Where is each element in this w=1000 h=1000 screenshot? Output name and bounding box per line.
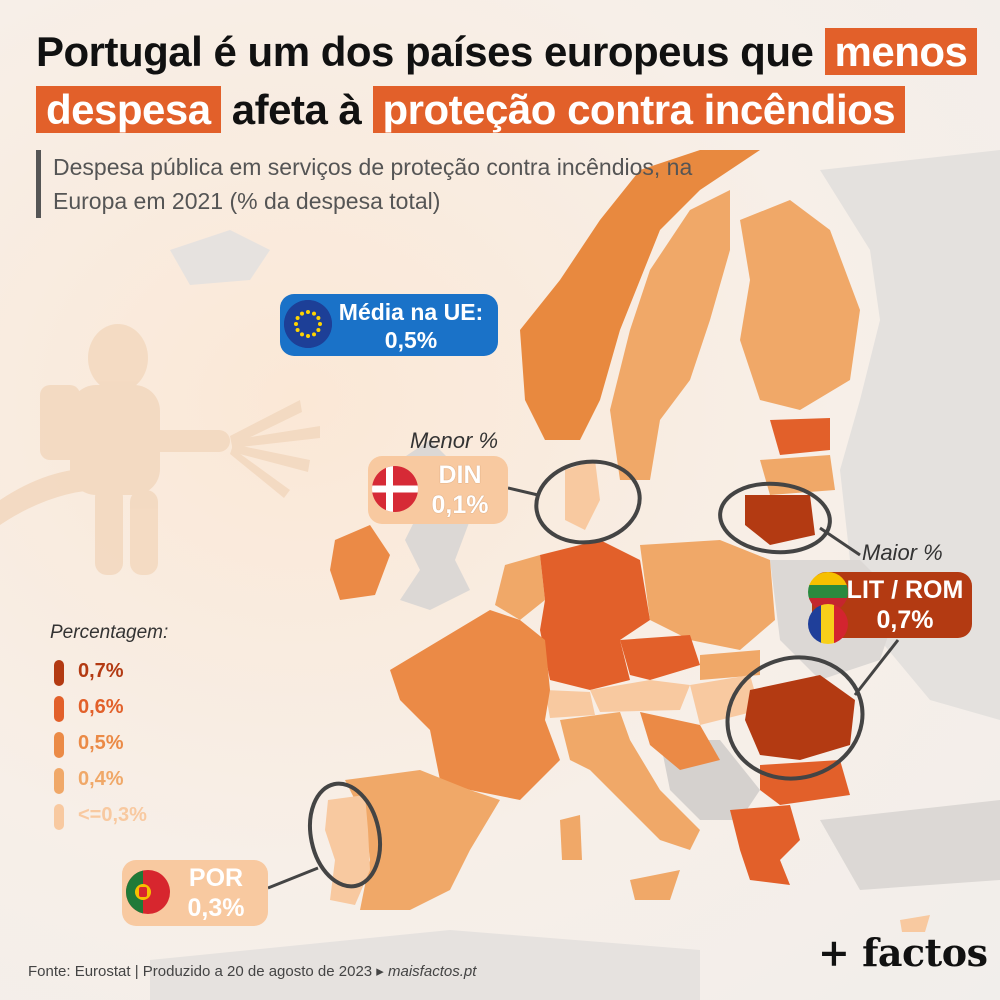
region-lithuania (745, 495, 815, 545)
region-romania (745, 675, 855, 760)
title-plain-1: Portugal é um dos países europeus que (36, 28, 814, 75)
legend-swatch (54, 732, 64, 758)
legend-item: 0,7% (54, 658, 354, 688)
legend-item: 0,4% (54, 766, 354, 796)
region-ireland (330, 525, 390, 600)
eu-average-value: 0,5% (384, 327, 438, 353)
legend-label: 0,6% (78, 696, 124, 718)
portugal-value: 0,3% (187, 894, 245, 922)
title-highlight-protecao: proteção contra incêndios (372, 86, 906, 133)
region-cyprus (900, 915, 930, 932)
eu-average-label: Média na UE: (338, 299, 484, 325)
region-poland (640, 540, 775, 650)
legend-label: <=0,3% (78, 804, 147, 826)
portugal-circle (308, 781, 382, 889)
legend-swatch (54, 768, 64, 794)
legend-item: <=0,3% (54, 802, 354, 832)
title-highlight-menos: menos (824, 28, 978, 75)
legend-swatch (54, 660, 64, 686)
region-denmark (565, 460, 600, 530)
region-sweden (610, 190, 730, 480)
portugal-badge: POR 0,3% (122, 860, 268, 926)
subtitle: Despesa pública em serviços de proteção … (36, 150, 693, 218)
title-line-2: despesa afeta à proteção contra incêndio… (36, 86, 906, 134)
legend-label: 0,4% (78, 768, 124, 790)
eu-flag-icon (284, 300, 332, 348)
region-italy (560, 712, 700, 850)
legend-label: 0,7% (78, 660, 124, 682)
source-text: Fonte: Eurostat | Produzido a 20 de agos… (28, 963, 384, 980)
eu-average-badge: Média na UE: 0,5% (280, 294, 498, 356)
region-finland (740, 200, 860, 410)
firefighter-icon (0, 324, 320, 575)
source-line: Fonte: Eurostat | Produzido a 20 de agos… (28, 962, 476, 980)
lowest-value: 0,1% (431, 491, 489, 519)
legend-swatch (54, 696, 64, 722)
lithuania-circle (718, 481, 832, 555)
region-north-africa (150, 930, 700, 1000)
region-benelux (495, 555, 545, 620)
highest-heading: Maior % (862, 540, 943, 565)
legend-item: 0,6% (54, 694, 354, 724)
region-spain (345, 770, 500, 910)
region-slovakia (700, 650, 760, 680)
title-highlight-despesa: despesa (36, 86, 221, 133)
lowest-badge: DIN 0,1% (368, 456, 508, 524)
region-sardinia (560, 815, 582, 860)
romania-circle (725, 655, 865, 781)
highest-value: 0,7% (876, 606, 934, 634)
region-estonia (770, 418, 830, 455)
denmark-circle (534, 459, 642, 545)
region-france (390, 610, 560, 800)
region-switzerland (545, 690, 595, 718)
portugal-country: POR (188, 864, 244, 892)
title-line-1: Portugal é um dos países europeus que me… (36, 28, 978, 76)
romania-flag-icon (808, 604, 848, 644)
region-turkey (820, 800, 1000, 890)
region-croatia (640, 712, 720, 770)
region-germany (540, 540, 650, 690)
region-austria (590, 680, 690, 712)
legend-swatch (54, 804, 64, 830)
highlight-circles (308, 459, 865, 889)
legend-label: 0,5% (78, 732, 124, 754)
highest-country: LIT / ROM (846, 576, 964, 604)
region-portugal (325, 795, 370, 905)
lowest-country: DIN (438, 461, 482, 489)
legend-title: Percentagem: (50, 622, 169, 643)
region-norway (520, 150, 760, 440)
title-plain-2: afeta à (231, 86, 362, 133)
denmark-flag-icon (372, 466, 418, 512)
legend-item: 0,5% (54, 730, 354, 760)
brand-logo: + factos (818, 930, 988, 975)
region-sicily (630, 870, 680, 900)
region-greece (730, 805, 800, 885)
region-hungary (690, 675, 760, 725)
portugal-flag-icon (126, 870, 170, 914)
source-site: maisfactos.pt (388, 963, 477, 980)
lowest-heading: Menor % (410, 428, 499, 453)
region-bulgaria (760, 760, 850, 805)
region-czechia (620, 635, 700, 680)
region-iceland (170, 230, 270, 285)
connector-lines (267, 486, 900, 890)
